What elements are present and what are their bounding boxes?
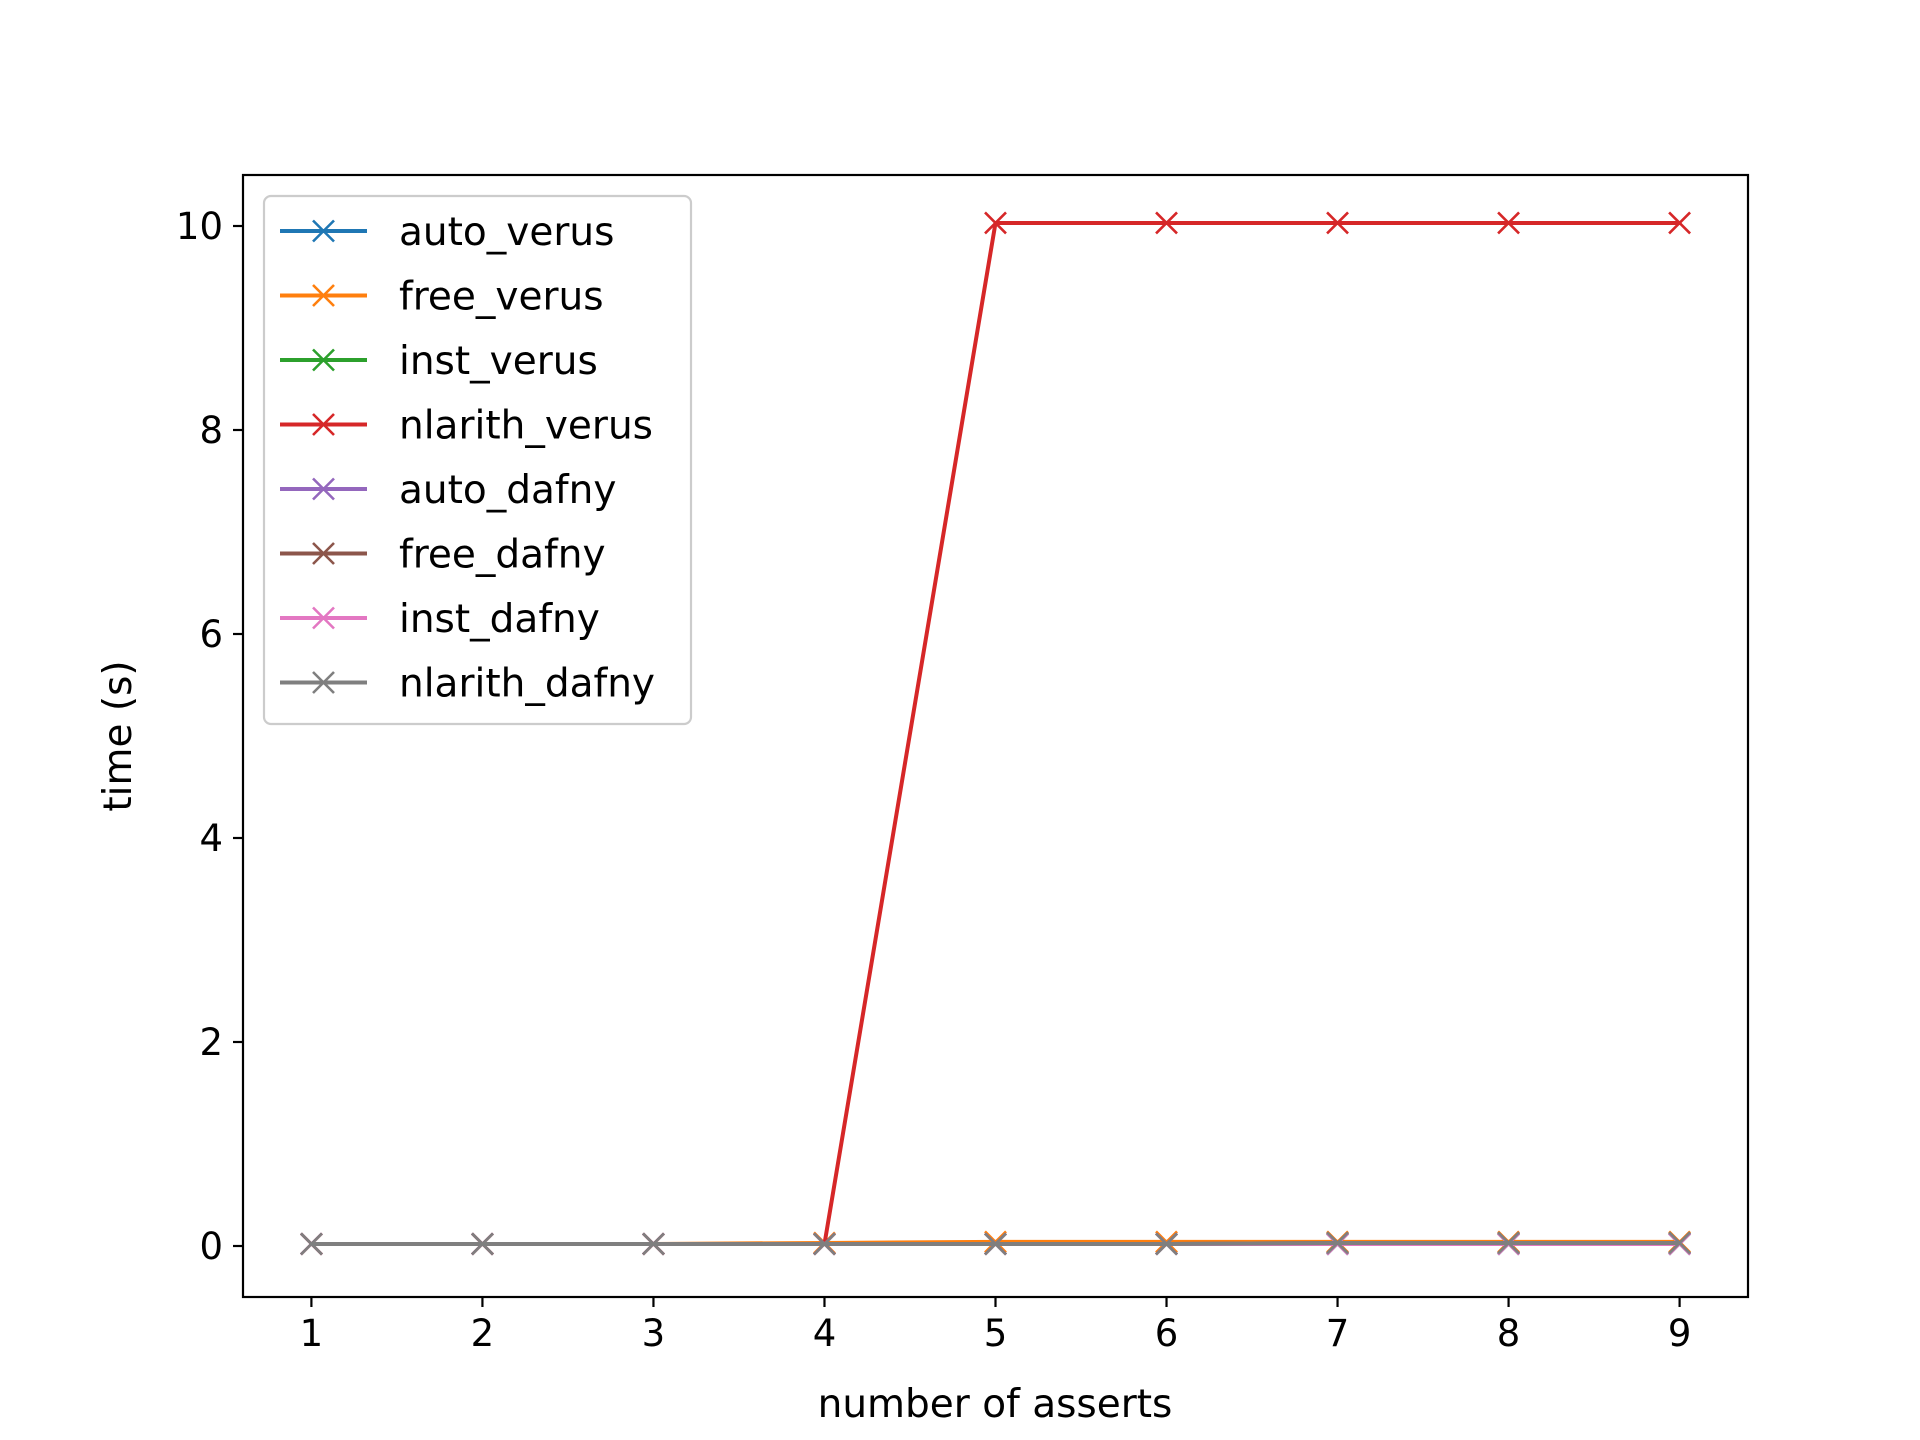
- data-point-nlarith_verus-7: [1326, 211, 1349, 235]
- legend-label: nlarith_dafny: [399, 662, 655, 707]
- legend-label: nlarith_verus: [399, 404, 653, 449]
- data-point-nlarith_verus-9: [1668, 211, 1692, 235]
- legend-label: free_verus: [399, 275, 604, 320]
- series-layer: [299, 211, 1692, 1256]
- legend-marker: [312, 219, 335, 243]
- x-tick-label: 9: [1668, 1312, 1692, 1355]
- y-tick-label: 8: [199, 409, 223, 452]
- x-tick-label: 1: [300, 1312, 324, 1355]
- data-point-nlarith_dafny-7: [1326, 1231, 1349, 1255]
- legend-frame: [262, 194, 693, 726]
- legend-label: free_dafny: [399, 533, 606, 578]
- legend-item-nlarith_dafny: nlarith_dafny: [280, 662, 655, 707]
- legend-label: auto_dafny: [399, 468, 616, 513]
- data-point-nlarith_dafny-3: [642, 1232, 665, 1256]
- data-point-nlarith_dafny-2: [471, 1232, 494, 1256]
- y-tick-label: 6: [199, 613, 223, 656]
- legend-item-free_verus: free_verus: [280, 275, 604, 320]
- series-nlarith_dafny: [299, 1231, 1692, 1256]
- y-axis: 0 2 4 6 8 10: [176, 205, 243, 1268]
- legend-item-free_dafny: free_dafny: [280, 533, 606, 578]
- legend-label: inst_dafny: [399, 597, 600, 642]
- data-point-nlarith_dafny-6: [1155, 1232, 1178, 1256]
- legend-item-auto_dafny: auto_dafny: [280, 468, 616, 513]
- y-tick-label: 2: [199, 1021, 223, 1064]
- legend-marker: [312, 413, 335, 436]
- legend-item-auto_verus: auto_verus: [280, 210, 614, 255]
- data-point-nlarith_verus-5: [984, 211, 1007, 235]
- x-tick-label: 7: [1326, 1312, 1350, 1355]
- x-axis: 1 2 3 4 5 6 7 8 9: [300, 1297, 1692, 1355]
- legend-marker: [312, 284, 335, 307]
- y-axis-label: time (s): [96, 660, 141, 811]
- legend-marker: [312, 477, 335, 501]
- data-point-nlarith_dafny-8: [1497, 1231, 1520, 1255]
- legend-marker: [312, 671, 335, 694]
- legend-marker: [312, 606, 335, 630]
- data-point-nlarith_verus-8: [1497, 211, 1520, 235]
- legend-item-inst_verus: inst_verus: [280, 339, 598, 384]
- legend: auto_verus free_verus inst_verus nlarith_ve…: [262, 194, 693, 726]
- x-axis-label: number of asserts: [818, 1382, 1173, 1427]
- data-point-free_verus-6: [1155, 1230, 1178, 1254]
- x-tick-label: 4: [813, 1312, 837, 1355]
- data-point-nlarith_dafny-9: [1668, 1231, 1692, 1255]
- y-tick-label: 0: [199, 1225, 223, 1268]
- x-tick-label: 5: [984, 1312, 1008, 1355]
- legend-items: auto_verus free_verus inst_verus nlarith_ve…: [280, 210, 655, 707]
- legend-label: inst_verus: [399, 339, 598, 384]
- y-tick-label: 10: [176, 205, 223, 248]
- x-tick-label: 6: [1155, 1312, 1179, 1355]
- data-point-nlarith_verus-6: [1155, 211, 1178, 235]
- data-point-nlarith_dafny-4: [813, 1232, 836, 1256]
- legend-marker: [312, 542, 335, 565]
- x-tick-label: 8: [1497, 1312, 1521, 1355]
- legend-item-inst_dafny: inst_dafny: [280, 597, 600, 642]
- data-point-nlarith_dafny-5: [984, 1232, 1007, 1256]
- data-point-nlarith_dafny-1: [299, 1232, 323, 1256]
- x-tick-label: 3: [642, 1312, 666, 1355]
- legend-label: auto_verus: [399, 210, 614, 255]
- legend-marker: [312, 348, 335, 372]
- y-tick-label: 4: [199, 817, 223, 860]
- data-point-free_verus-5: [984, 1230, 1007, 1254]
- x-tick-label: 2: [471, 1312, 495, 1355]
- legend-item-nlarith_verus: nlarith_verus: [280, 404, 653, 449]
